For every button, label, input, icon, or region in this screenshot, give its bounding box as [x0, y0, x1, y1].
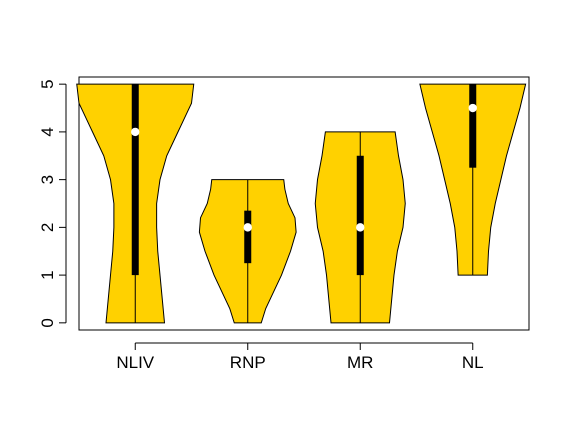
- x-tick-label: NLIV: [116, 353, 154, 372]
- x-tick-label: RNP: [230, 353, 266, 372]
- median-point: [243, 223, 252, 232]
- plot-frame: [78, 76, 530, 331]
- x-axis: NLIV RNP MR NL: [116, 342, 484, 372]
- y-tick-label: 1: [38, 270, 57, 279]
- median-point: [131, 127, 140, 137]
- median-point: [468, 103, 477, 113]
- x-tick-label: NL: [462, 353, 484, 372]
- iqr-box: [469, 84, 477, 168]
- violins-layer: [76, 83, 527, 324]
- violin-nl: [419, 83, 527, 276]
- violin-nliv: [76, 83, 195, 324]
- violin-rnp: [198, 179, 297, 324]
- iqr-box: [356, 155, 364, 276]
- iqr-box: [244, 210, 252, 264]
- y-axis: 0 1 2 3 4 5: [38, 79, 67, 328]
- median-point: [356, 223, 365, 232]
- iqr-box: [131, 84, 139, 276]
- y-tick-label: 4: [38, 127, 57, 136]
- x-tick-label: MR: [347, 353, 373, 372]
- y-tick-label: 2: [38, 223, 57, 232]
- violin-mr: [314, 131, 406, 324]
- y-tick-label: 0: [38, 318, 57, 327]
- y-tick-label: 5: [38, 79, 57, 88]
- y-tick-label: 3: [38, 175, 57, 184]
